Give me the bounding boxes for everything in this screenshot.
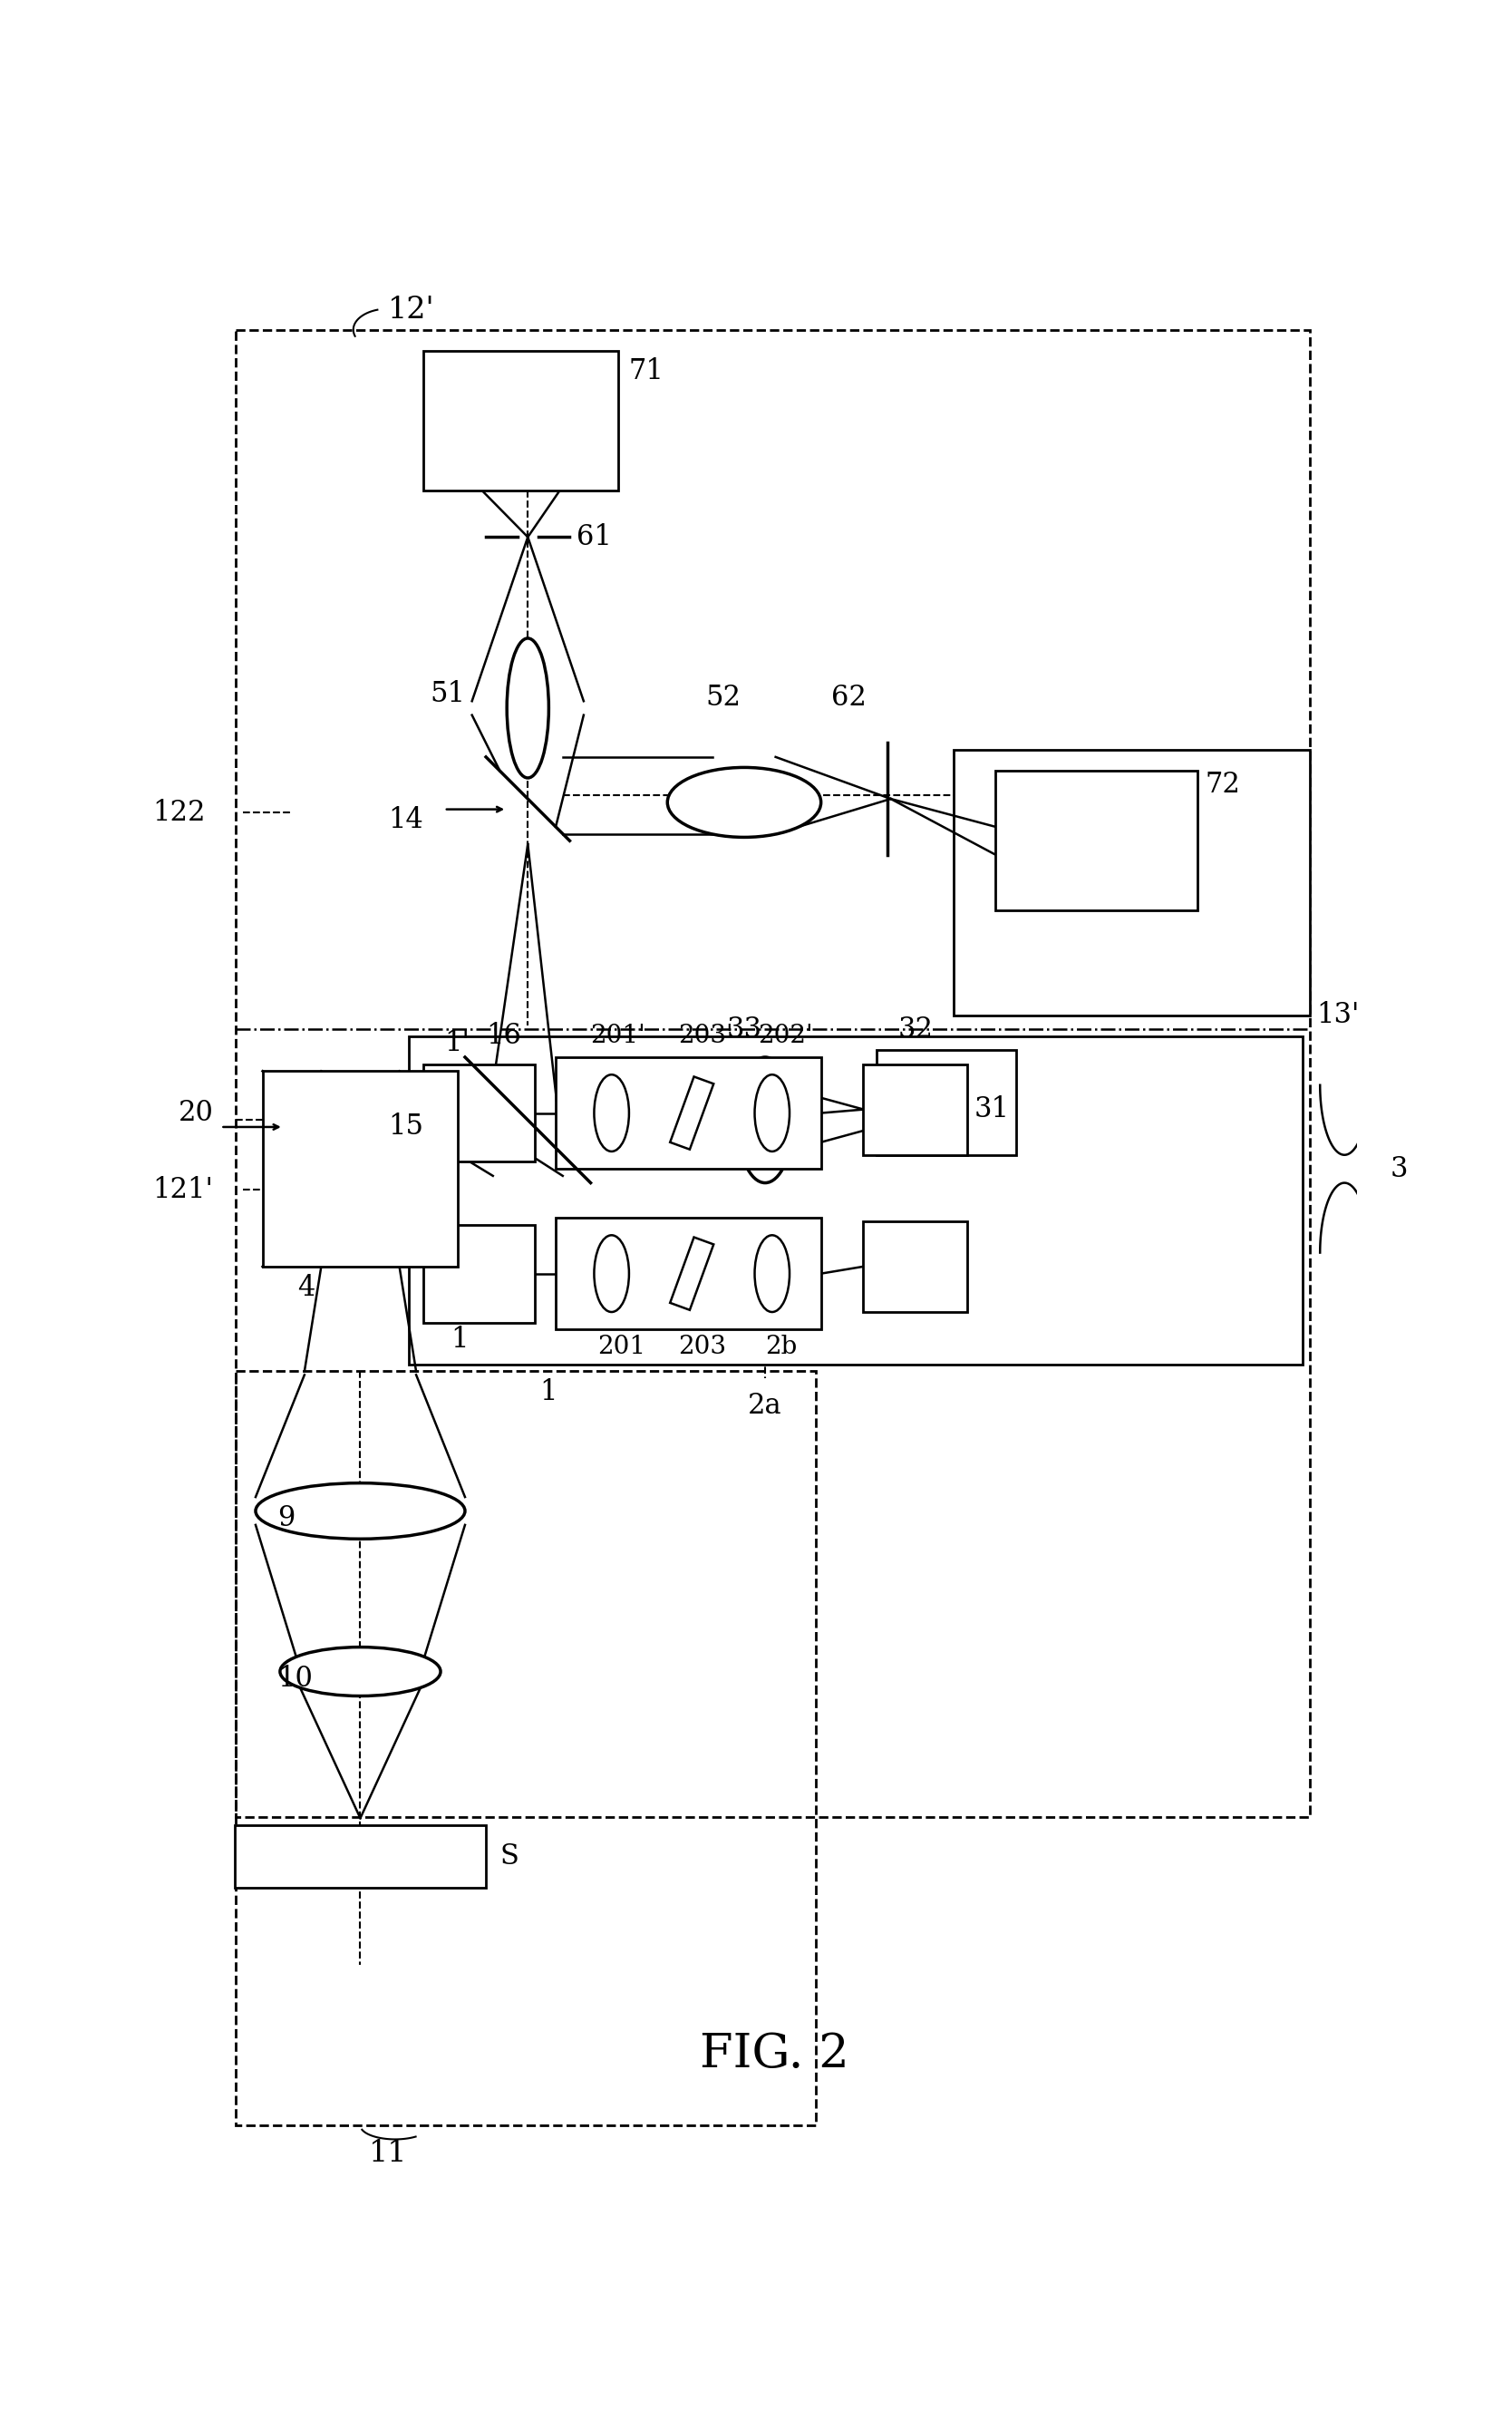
Polygon shape (670, 1236, 714, 1311)
Text: 72: 72 (1205, 771, 1240, 800)
Ellipse shape (507, 639, 549, 778)
Text: 4: 4 (298, 1272, 314, 1301)
Text: 52: 52 (706, 684, 741, 711)
Text: 61: 61 (576, 523, 612, 552)
Text: 32: 32 (898, 1015, 933, 1044)
Text: 2a: 2a (748, 1393, 782, 1419)
Bar (423, 349, 618, 489)
Bar (863, 1222, 968, 1311)
Ellipse shape (667, 766, 821, 836)
Text: 62: 62 (832, 684, 866, 711)
Ellipse shape (754, 1075, 789, 1152)
Text: FIG. 2: FIG. 2 (700, 2032, 850, 2077)
Text: 9: 9 (278, 1504, 295, 1533)
Text: 31: 31 (975, 1097, 1010, 1123)
Bar (877, 1051, 1016, 1154)
Text: 13': 13' (1317, 1000, 1359, 1029)
Polygon shape (670, 1077, 714, 1150)
Text: 1: 1 (451, 1326, 469, 1354)
Bar (236, 330, 1309, 1817)
Text: 51: 51 (429, 680, 466, 709)
Text: 11: 11 (369, 2138, 407, 2167)
Ellipse shape (738, 1058, 794, 1183)
Text: 122: 122 (153, 798, 206, 827)
Text: 203: 203 (677, 1335, 726, 1359)
Ellipse shape (594, 1075, 629, 1152)
Text: 14: 14 (389, 805, 423, 834)
Text: 20: 20 (178, 1099, 215, 1128)
Text: 10: 10 (278, 1665, 313, 1692)
Bar (995, 771, 1198, 911)
Bar (236, 1371, 815, 2126)
Text: 201: 201 (597, 1335, 646, 1359)
Text: S: S (500, 1844, 519, 1870)
Text: 15: 15 (389, 1113, 423, 1140)
Ellipse shape (280, 1646, 440, 1697)
Bar (954, 750, 1309, 1015)
Bar (423, 1224, 535, 1323)
Text: 71: 71 (629, 357, 664, 386)
Text: 203': 203' (677, 1024, 733, 1048)
Bar (556, 1217, 821, 1330)
Bar (423, 1065, 535, 1162)
Text: 201': 201' (591, 1024, 646, 1048)
Text: 12': 12' (389, 296, 435, 325)
Text: 1: 1 (540, 1379, 558, 1407)
Ellipse shape (594, 1236, 629, 1311)
Text: 2b: 2b (765, 1335, 797, 1359)
Text: 202': 202' (758, 1024, 813, 1048)
Bar (263, 1070, 458, 1268)
Bar (234, 1824, 485, 1887)
Text: 1': 1' (445, 1029, 469, 1058)
Ellipse shape (754, 1236, 789, 1311)
Bar (556, 1058, 821, 1169)
Bar (410, 1036, 1302, 1364)
Text: 16: 16 (485, 1022, 522, 1051)
Text: 121': 121' (153, 1176, 213, 1205)
Text: 3: 3 (1390, 1154, 1408, 1183)
Bar (863, 1065, 968, 1154)
Ellipse shape (256, 1482, 466, 1540)
Text: 33: 33 (726, 1015, 762, 1044)
